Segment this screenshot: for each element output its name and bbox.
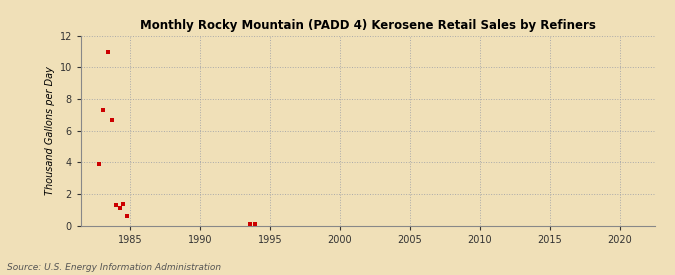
Point (115, 206, 126, 210)
Point (107, 117, 117, 122)
Point (102, 50, 113, 54)
Point (249, 222, 260, 226)
Y-axis label: Thousand Gallons per Day: Thousand Gallons per Day (45, 66, 55, 195)
Point (98, 108, 109, 112)
Text: Source: U.S. Energy Information Administration: Source: U.S. Energy Information Administ… (7, 263, 221, 272)
Title: Monthly Rocky Mountain (PADD 4) Kerosene Retail Sales by Refiners: Monthly Rocky Mountain (PADD 4) Kerosene… (140, 19, 596, 32)
Point (94, 162, 105, 166)
Point (111, 203, 122, 207)
Point (245, 222, 256, 226)
Point (122, 214, 132, 218)
Point (117, 202, 128, 206)
